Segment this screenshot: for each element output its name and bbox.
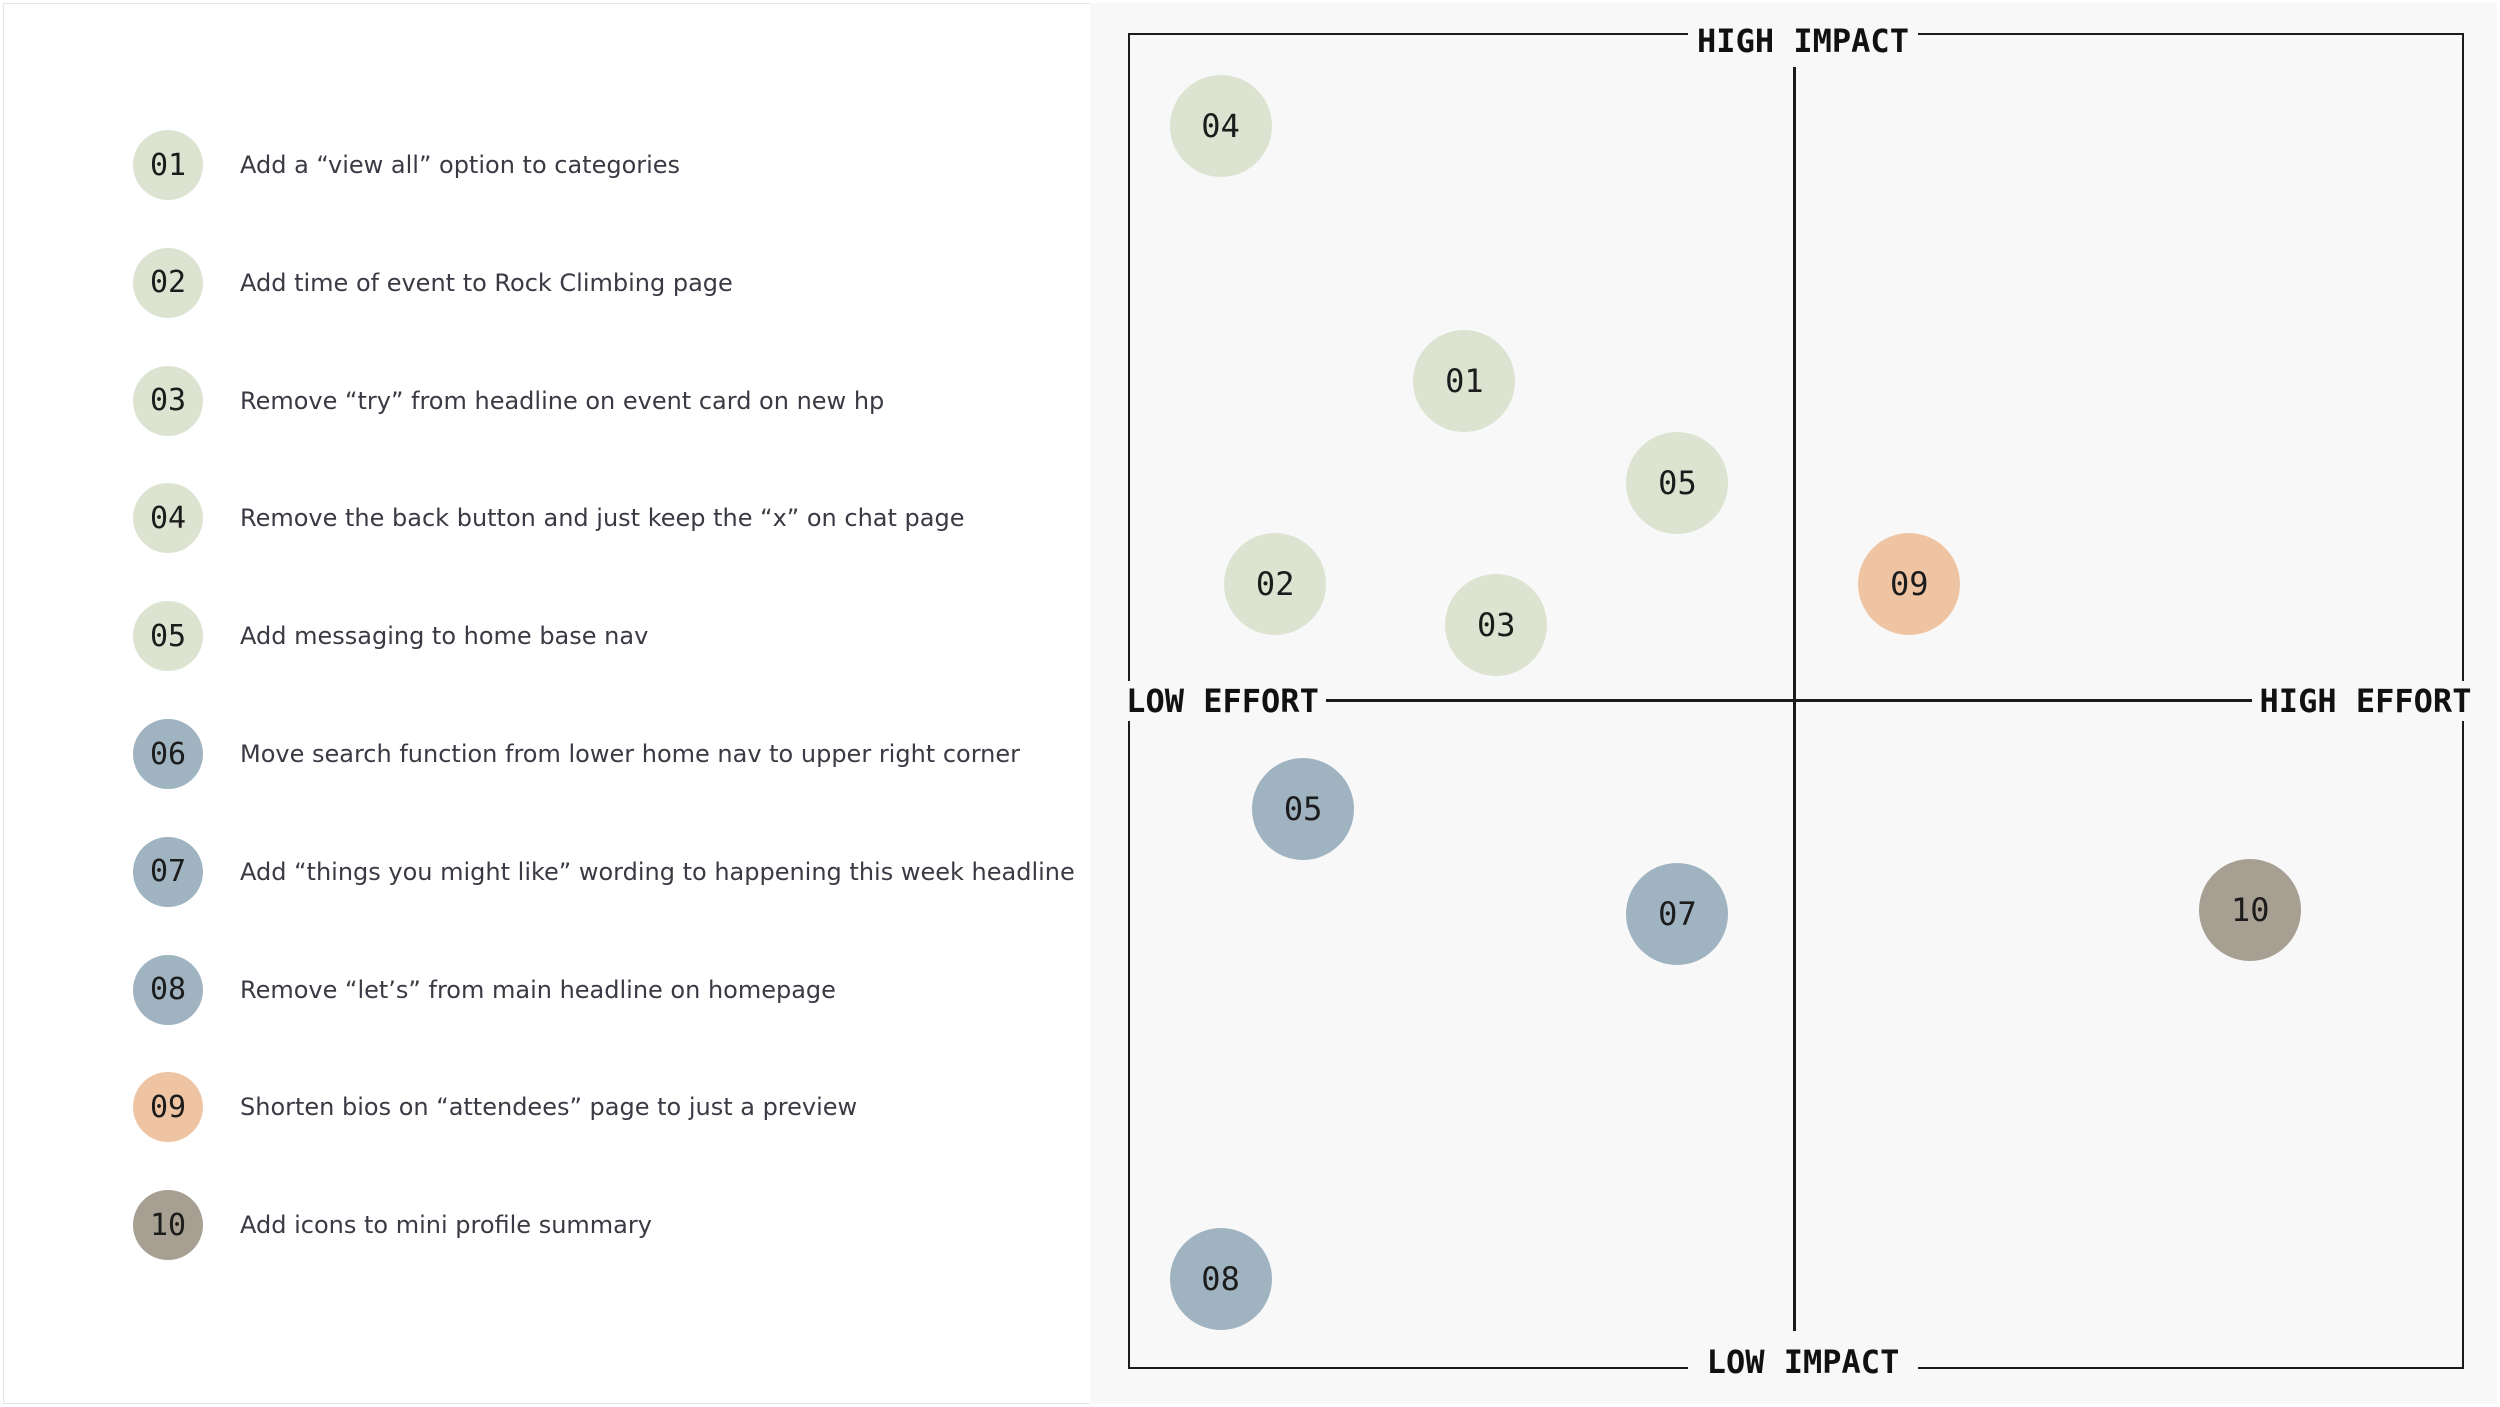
legend-item: 06 Move search function from lower home n…	[133, 719, 1020, 789]
legend-number-badge: 09	[133, 1072, 203, 1143]
legend-number-badge: 08	[133, 954, 203, 1025]
matrix-point-05: 05	[1252, 757, 1355, 860]
matrix-point-09: 09	[1858, 532, 1961, 635]
high-effort-label: HIGH EFFORT	[2253, 681, 2478, 721]
legend-panel: 01 Add a “view all” option to categories 0…	[0, 0, 1090, 1407]
low-effort-label: LOW EFFORT	[1120, 681, 1325, 721]
legend-number-badge: 02	[133, 247, 203, 318]
legend-item: 03 Remove “try” from headline on event ca…	[133, 365, 885, 436]
matrix-point-01: 01	[1413, 330, 1516, 433]
legend-item-text: Add time of event to Rock Climbing page	[240, 268, 733, 297]
legend-item: 07 Add “things you might like” wording to…	[133, 836, 1075, 907]
matrix-point-04: 04	[1169, 74, 1272, 177]
legend-number-badge: 07	[133, 836, 203, 907]
matrix-point-08: 08	[1169, 1228, 1272, 1331]
legend-number-badge: 01	[133, 130, 203, 200]
matrix-point-05: 05	[1626, 431, 1729, 534]
legend-item: 10 Add icons to mini profile summary	[133, 1190, 652, 1261]
legend-item: 01 Add a “view all” option to categories	[133, 130, 680, 200]
legend-item-text: Move search function from lower home nav…	[240, 740, 1020, 768]
legend-item-text: Shorten bios on “attendees” page to just…	[240, 1093, 858, 1122]
legend-item: 09 Shorten bios on “attendees” page to ju…	[133, 1072, 858, 1143]
legend-number-badge: 06	[133, 719, 203, 789]
high-impact-label: HIGH IMPACT	[1688, 21, 1918, 61]
legend-item-text: Remove “try” from headline on event card…	[240, 386, 885, 415]
legend-item-text: Add messaging to home base nav	[240, 622, 649, 651]
legend-number-badge: 05	[133, 601, 203, 672]
legend-item: 02 Add time of event to Rock Climbing pag…	[133, 247, 733, 318]
matrix-point-07: 07	[1626, 863, 1729, 966]
legend-item-text: Remove “let’s” from main headline on hom…	[240, 975, 836, 1004]
legend-item-text: Add a “view all” option to categories	[240, 151, 681, 179]
legend-item: 05 Add messaging to home base nav	[133, 601, 649, 672]
legend-number-badge: 04	[133, 483, 203, 554]
legend-item-text: Remove the back button and just keep the…	[240, 504, 965, 533]
legend-item-text: Add “things you might like” wording to h…	[240, 857, 1075, 886]
low-impact-label: LOW IMPACT	[1688, 1342, 1918, 1382]
matrix-point-03: 03	[1445, 574, 1548, 677]
legend-number-badge: 10	[133, 1190, 203, 1261]
matrix-point-02: 02	[1224, 532, 1327, 635]
effort-axis	[1326, 699, 2252, 702]
legend-item: 08 Remove “let’s” from main headline on h…	[133, 954, 836, 1025]
matrix-point-10: 10	[2199, 859, 2302, 962]
legend-item-text: Add icons to mini profile summary	[240, 1211, 652, 1240]
legend-item: 04 Remove the back button and just keep t…	[133, 483, 965, 554]
legend-number-badge: 03	[133, 365, 203, 436]
